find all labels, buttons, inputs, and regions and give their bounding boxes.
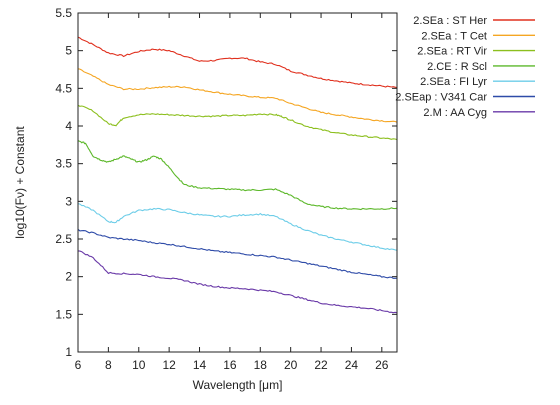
x-tick-label: 6 (75, 358, 82, 372)
x-tick-label: 24 (345, 358, 359, 372)
series-line-6 (77, 228, 398, 279)
y-tick-label: 2.5 (55, 232, 72, 246)
legend-label-6: 2.SEap : V341 Car (395, 92, 487, 104)
series-line-1 (77, 36, 398, 89)
legend-label-4: 2.CE : R Scl (427, 61, 487, 73)
y-tick-label: 5 (65, 44, 72, 58)
y-tick-label: 2 (65, 270, 72, 284)
series-line-3 (77, 104, 398, 141)
x-tick-label: 8 (105, 358, 112, 372)
x-tick-label: 16 (223, 358, 237, 372)
y-axis-title: log10(Fν) + Constant (13, 126, 27, 239)
series-line-7 (77, 250, 398, 314)
y-tick-label: 4 (65, 119, 72, 133)
x-tick-label: 20 (284, 358, 298, 372)
y-tick-label: 5.5 (55, 6, 72, 20)
legend-label-1: 2.SEa : ST Her (413, 15, 487, 27)
y-tick-label: 3 (65, 194, 72, 208)
x-tick-label: 26 (375, 358, 389, 372)
legend-label-2: 2.SEa : T Cet (421, 30, 487, 42)
series-line-4 (77, 140, 398, 211)
y-tick-label: 4.5 (55, 81, 72, 95)
legend-label-5: 2.SEa : FI Lyr (420, 76, 487, 88)
y-tick-label: 3.5 (55, 157, 72, 171)
x-tick-label: 18 (254, 358, 268, 372)
x-axis-title: Wavelength [μm] (193, 378, 283, 392)
y-tick-label: 1 (65, 345, 72, 359)
legend-label-3: 2.SEa : RT Vir (417, 46, 487, 58)
series-line-5 (77, 203, 398, 251)
x-tick-label: 22 (314, 358, 328, 372)
x-tick-label: 14 (193, 358, 207, 372)
legend: 2.SEa : ST Her 2.SEa : T Cet 2.SEa : RT Vi… (395, 15, 535, 119)
x-tick-label: 10 (132, 358, 146, 372)
axes: 6 8 10 12 14 16 18 20 22 24 26 1 1.5 2 2.5 3 3.5 4 4.5 5 5.5… (13, 6, 398, 392)
series-line-2 (77, 68, 398, 123)
plot-area (77, 36, 398, 314)
legend-label-7: 2.M : AA Cyg (423, 107, 487, 119)
y-tick-label: 1.5 (55, 307, 72, 321)
plot-frame (77, 12, 398, 353)
x-tick-label: 12 (162, 358, 176, 372)
